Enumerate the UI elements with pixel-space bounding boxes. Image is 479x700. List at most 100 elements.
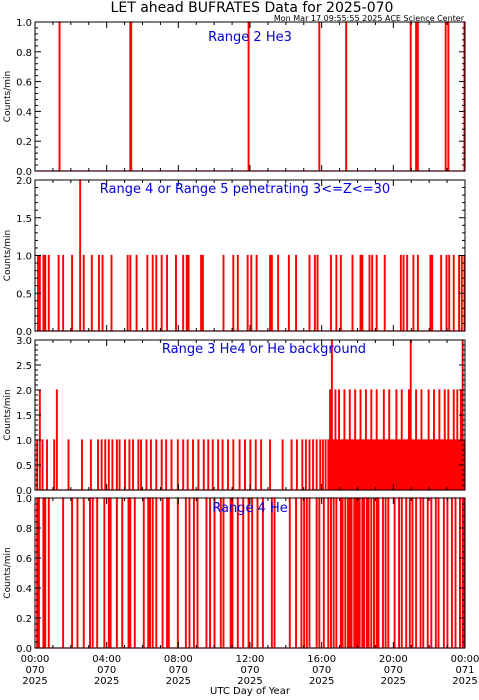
data-point <box>314 255 315 256</box>
data-point <box>322 439 323 441</box>
data-point <box>367 439 368 441</box>
data-point <box>371 255 373 256</box>
data-point <box>343 389 345 391</box>
panel-label: Range 3 He4 or He background <box>162 342 366 357</box>
data-point <box>316 255 318 256</box>
data-point <box>415 389 417 391</box>
y-tick-label: 2.0 <box>16 176 32 187</box>
data-point <box>417 255 418 256</box>
data-point <box>354 389 356 391</box>
data-point <box>383 389 384 391</box>
data-point <box>356 439 357 441</box>
data-point <box>427 389 429 391</box>
y-tick-label: 3.0 <box>16 336 32 347</box>
y-axis-label: Counts/min <box>3 230 13 281</box>
data-point <box>192 439 193 441</box>
data-point <box>408 389 409 391</box>
data-point <box>404 439 406 441</box>
data-point <box>203 439 204 441</box>
x-tick-label: 070 <box>240 665 259 676</box>
data-point <box>232 439 234 441</box>
data-point <box>44 255 46 256</box>
data-point <box>390 439 391 441</box>
data-point <box>288 255 289 256</box>
y-tick-label: 0.0 <box>16 644 32 655</box>
data-point <box>413 439 415 441</box>
data-point <box>135 255 137 256</box>
y-tick-label: 2.0 <box>16 386 32 397</box>
data-point <box>350 439 352 441</box>
data-point <box>41 439 43 441</box>
x-tick-label: 04:00 <box>92 654 121 665</box>
data-point <box>440 255 442 256</box>
panel-1: 0.0 0.2 0.4 0.6 0.8 1.0 Counts/min Range 2 He3 <box>3 18 466 178</box>
data-point <box>101 255 103 256</box>
x-tick-label: 20:00 <box>379 654 408 665</box>
data-point <box>372 439 374 441</box>
y-axis-label: Counts/min <box>3 389 13 440</box>
data-point <box>431 255 433 256</box>
chart-title: LET ahead BUFRATES Data for 2025-070 <box>111 0 394 16</box>
y-tick-label: 0.4 <box>16 107 32 118</box>
data-point <box>244 439 245 441</box>
data-point <box>237 255 238 256</box>
data-point <box>271 255 272 256</box>
data-point <box>128 439 130 441</box>
data-point <box>359 389 361 391</box>
data-point <box>336 439 338 441</box>
data-point <box>260 439 262 441</box>
panel-4: 0.0 0.2 0.4 0.6 0.8 1.0 Counts/min Range 4 He <box>3 494 466 655</box>
data-point <box>255 255 257 256</box>
data-point <box>402 255 404 256</box>
y-tick-label: 1.5 <box>16 214 32 225</box>
x-tick-label: 2025 <box>452 676 477 687</box>
panel-3: 0.0 0.5 1.0 1.5 2.0 2.5 3.0 Counts/min Range 3 H… <box>3 336 466 497</box>
y-tick-label: 0.6 <box>16 78 32 89</box>
data-point <box>445 439 447 441</box>
data-point <box>98 255 99 256</box>
data-point <box>458 255 460 256</box>
x-tick-label: 00:00 <box>451 654 479 665</box>
y-tick-label: 0.0 <box>16 167 32 178</box>
data-point <box>361 439 363 441</box>
data-point <box>129 255 131 256</box>
data-point <box>365 389 366 391</box>
data-point <box>340 439 341 441</box>
data-point <box>91 255 92 256</box>
data-point <box>124 439 125 441</box>
data-point <box>305 439 306 441</box>
data-point <box>90 439 91 441</box>
x-tick-label: 2025 <box>22 676 47 687</box>
data-point <box>449 439 451 441</box>
data-point <box>186 439 188 441</box>
data-point <box>175 255 176 256</box>
data-point <box>370 389 372 391</box>
data-point <box>212 439 213 441</box>
data-point <box>104 439 106 441</box>
y-tick-label: 0.8 <box>16 48 32 59</box>
data-point <box>340 255 341 256</box>
data-point <box>456 389 458 391</box>
data-point <box>116 439 117 441</box>
data-point <box>411 439 413 441</box>
data-point <box>368 439 370 441</box>
data-point <box>393 439 395 441</box>
data-point <box>376 255 377 256</box>
data-point <box>83 255 84 256</box>
data-point <box>111 439 113 441</box>
data-point <box>329 389 331 391</box>
data-point <box>376 389 377 391</box>
data-point <box>368 255 370 256</box>
data-point <box>200 255 202 256</box>
data-point <box>333 439 334 441</box>
data-point <box>422 439 424 441</box>
chart-subtitle: Mon Mar 17 09:55:55 2025 ACE Science Cen… <box>274 14 465 23</box>
data-point <box>451 439 452 441</box>
data-point <box>217 439 219 441</box>
data-point <box>108 439 109 441</box>
data-point <box>363 439 365 441</box>
data-point <box>71 255 73 256</box>
data-point <box>399 439 400 441</box>
data-point <box>312 439 314 441</box>
